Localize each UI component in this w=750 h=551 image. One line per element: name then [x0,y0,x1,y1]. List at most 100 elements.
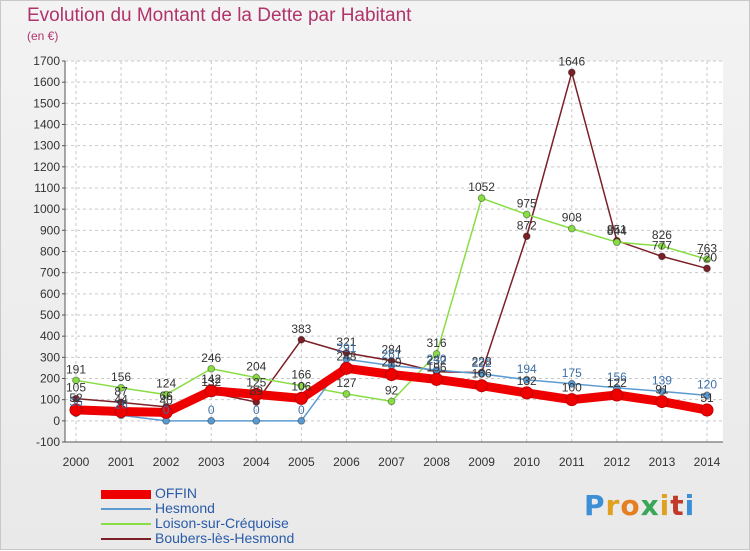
y-tick-label: 0 [53,414,60,428]
legend-item: Hesmond [101,500,361,517]
data-label: 908 [562,211,582,225]
data-point [475,379,489,393]
x-tick-label: 2009 [468,455,495,469]
data-label: 106 [291,379,311,393]
legend-swatch [101,523,151,525]
data-label: 132 [517,374,537,388]
data-point [567,379,576,388]
data-label: 228 [472,355,492,369]
data-label: 175 [562,366,582,380]
data-label: 316 [427,336,447,350]
y-tick-label: -100 [36,435,60,449]
data-point [477,194,486,203]
data-label: 232 [427,354,447,368]
data-label: 0 [163,403,170,417]
y-tick-label: 800 [40,245,60,259]
data-label: 975 [517,196,537,210]
y-tick-label: 1500 [33,96,60,110]
data-label: 248 [336,349,356,363]
data-point [339,361,353,375]
data-point [703,391,711,400]
data-label: 194 [517,362,537,376]
x-tick-label: 2011 [559,455,585,469]
data-point [385,367,398,381]
data-label: 826 [652,228,672,242]
data-label: 44 [114,393,128,407]
data-label: 763 [697,241,717,255]
data-label: 122 [607,376,627,390]
y-tick-label: 1100 [34,181,60,195]
data-label: 124 [156,377,176,391]
data-label: 1052 [468,180,495,194]
x-tick-label: 2012 [604,455,631,469]
legend-item: OFFIN [101,485,361,502]
data-label: 219 [381,355,401,369]
y-tick-label: 400 [40,329,60,343]
data-point [703,255,711,264]
data-point [565,393,579,407]
data-label: 204 [246,360,266,374]
data-label: 196 [427,360,447,374]
chart-subtitle: (en €) [27,29,59,43]
data-label: 720 [697,250,717,264]
x-tick-label: 2004 [243,455,270,469]
data-label: 844 [607,224,627,238]
logo-letter: x [640,489,660,522]
x-tick-label: 2002 [153,455,180,469]
data-label: 156 [111,370,131,384]
data-point [522,210,531,219]
data-point [297,416,306,425]
data-point [703,264,711,273]
data-point [610,388,624,402]
legend-swatch [101,538,151,540]
legend-label: OFFIN [155,485,197,501]
data-label: 166 [291,368,311,382]
data-point [249,387,263,401]
x-tick-label: 2005 [288,455,315,469]
data-point [522,375,531,384]
data-label: 321 [336,335,356,349]
data-label: 132 [201,375,221,389]
data-label: 222 [472,356,492,370]
data-point [477,369,486,378]
y-tick-label: 1600 [33,75,60,89]
data-point [297,381,306,390]
data-label: 872 [517,218,537,232]
y-tick-label: 300 [40,350,60,364]
data-point [252,373,261,382]
x-tick-label: 2006 [333,455,360,469]
logo-letter: i [659,489,671,522]
x-tick-label: 2013 [649,455,676,469]
legend-swatch [101,490,151,499]
data-label: 139 [652,373,672,387]
data-point [207,416,216,425]
data-label: 105 [66,381,86,395]
y-tick-label: 1400 [33,118,60,132]
y-tick-label: 700 [40,266,60,280]
x-tick-label: 2007 [378,455,405,469]
data-label: 40 [159,393,173,407]
x-tick-label: 2014 [694,455,721,469]
data-label: 166 [472,367,492,381]
data-point [162,390,171,399]
x-tick-label: 2003 [198,455,225,469]
chart-title: Evolution du Montant de la Dette par Hab… [27,5,412,26]
x-tick-label: 2008 [423,455,450,469]
legend-label: Loison-sur-Créquoise [155,515,289,531]
data-point [342,390,351,398]
data-label: 36 [69,395,83,409]
data-point [69,403,83,417]
logo-letter: i [684,489,696,522]
x-tick-label: 2001 [108,455,135,469]
data-point [612,238,621,247]
y-tick-label: 900 [40,223,60,237]
data-label: 142 [201,372,221,386]
data-point [114,405,128,419]
data-point [387,397,396,406]
logo-letter: r [605,489,621,522]
legend-item: Loison-sur-Créquoise [101,515,361,532]
data-label: 191 [66,362,86,376]
y-tick-label: 1300 [33,139,60,153]
y-tick-label: 100 [40,393,60,407]
